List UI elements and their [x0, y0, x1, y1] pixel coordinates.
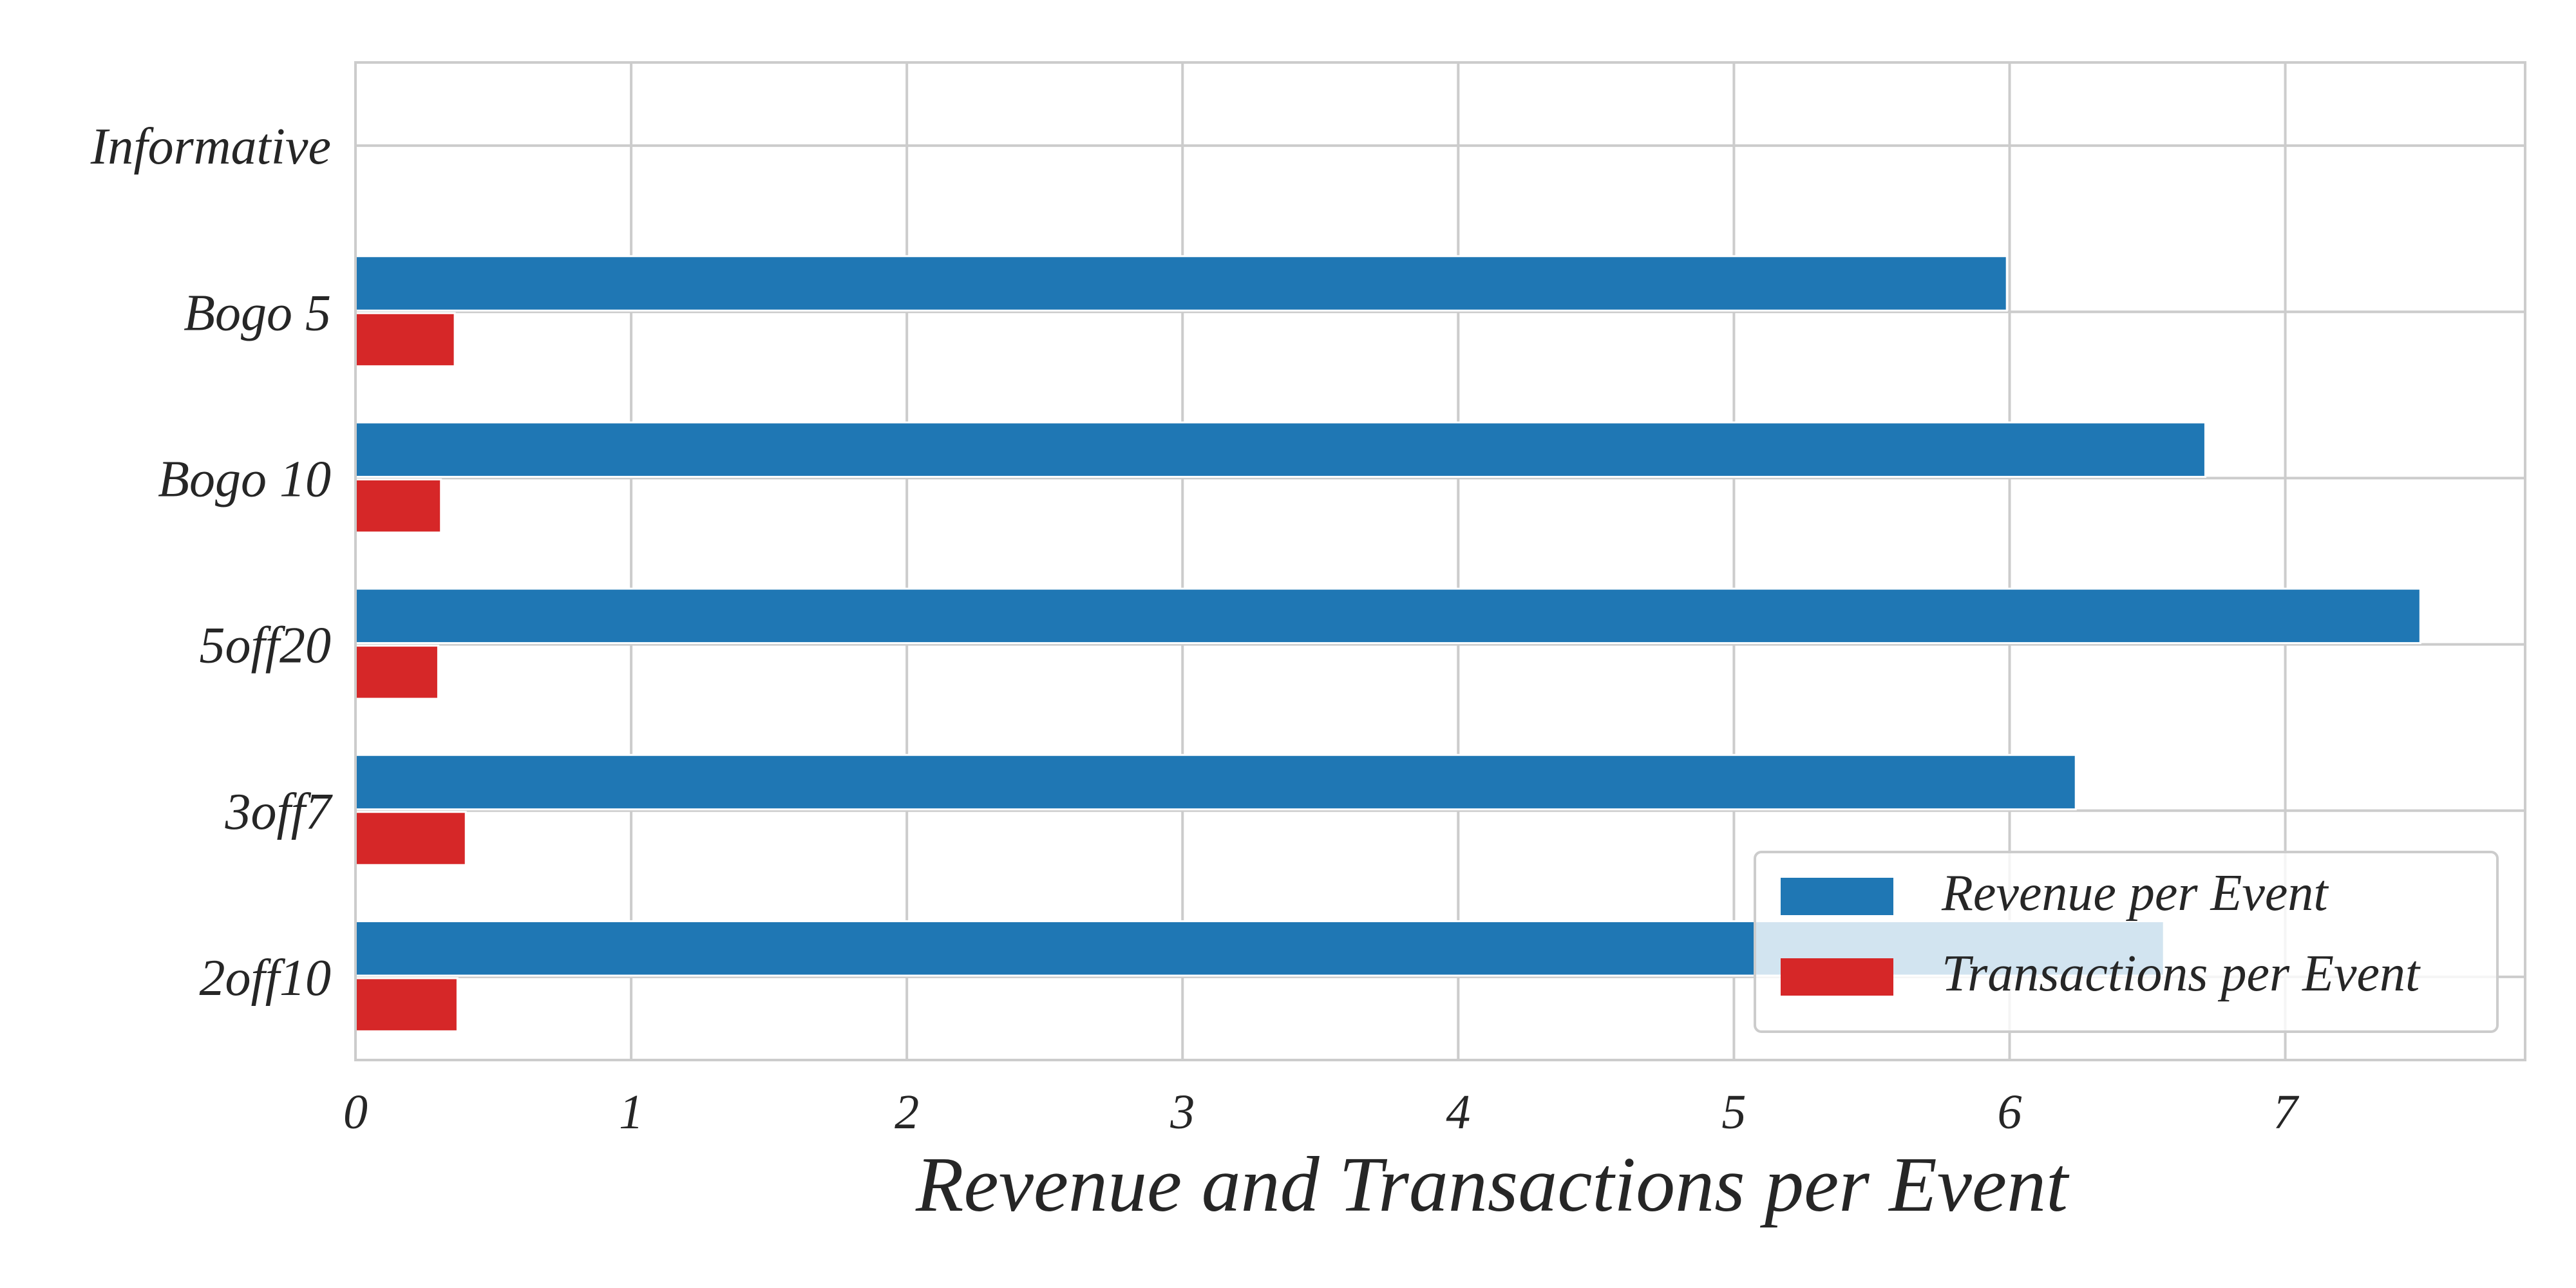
- y-category-label-0: Informative: [90, 118, 331, 175]
- y-category-label-5: 2off10: [200, 950, 331, 1007]
- plot-frame: [354, 61, 2526, 1061]
- bar-revenue-4: [354, 753, 2077, 811]
- x-tick-label-0: 0: [343, 1085, 368, 1139]
- bar-revenue-1: [354, 255, 2008, 312]
- x-tick-label-3: 3: [1170, 1085, 1195, 1139]
- y-category-label-4: 3off7: [225, 784, 333, 840]
- y-category-labels: Informative Bogo 5 Bogo 10 5off20 3off7 2off1…: [90, 118, 333, 1007]
- bar-revenue-2: [354, 421, 2206, 478]
- bar-transactions-4: [354, 811, 467, 866]
- x-tick-label-4: 4: [1446, 1085, 1470, 1139]
- legend-swatch-0: [1781, 878, 1893, 915]
- bar-transactions-2: [354, 478, 442, 534]
- y-category-label-2: Bogo 10: [158, 451, 331, 507]
- legend-items: Revenue per Event Transactions per Event: [1781, 865, 2421, 1002]
- y-category-label-3: 5off20: [200, 618, 331, 674]
- x-tick-label-1: 1: [619, 1085, 643, 1139]
- x-tick-labels: 0 1 2 3 4 5 6 7: [343, 1085, 2300, 1139]
- legend-label-0: Revenue per Event: [1941, 865, 2329, 922]
- grid-lines: [354, 62, 2525, 1060]
- bar-transactions-1: [354, 312, 456, 368]
- y-category-label-1: Bogo 5: [184, 285, 331, 341]
- x-tick-label-2: 2: [895, 1085, 919, 1139]
- x-tick-label-7: 7: [2273, 1085, 2300, 1139]
- bar-transactions-5: [354, 977, 459, 1032]
- legend-box: [1754, 851, 2499, 1033]
- bar-revenue-3: [354, 587, 2421, 645]
- legend-swatch-1: [1781, 958, 1893, 996]
- x-tick-label-6: 6: [1997, 1085, 2022, 1139]
- bars: [354, 255, 2421, 1032]
- bar-transactions-3: [354, 645, 439, 700]
- x-tick-label-5: 5: [1721, 1085, 1746, 1139]
- legend-label-1: Transactions per Event: [1942, 945, 2421, 1002]
- legend: Revenue per Event Transactions per Event: [1754, 851, 2499, 1033]
- x-axis-title: Revenue and Transactions per Event: [915, 1141, 2070, 1228]
